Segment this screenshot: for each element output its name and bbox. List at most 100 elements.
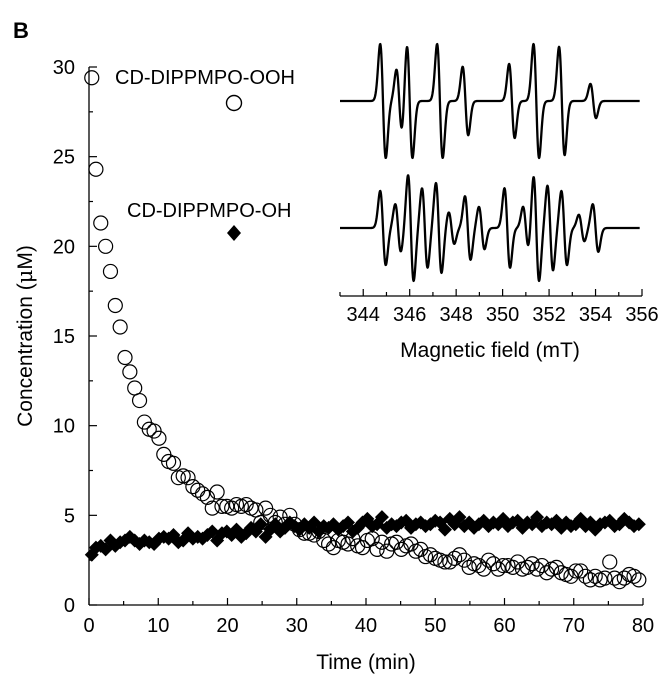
ooh-point (199, 489, 216, 505)
ooh-point (611, 574, 628, 590)
ooh-point (127, 380, 143, 396)
ooh-point (568, 563, 584, 579)
legend-ooh-label: CD-DIPPMPO-OOH (115, 67, 295, 89)
y-tick-label: 30 (53, 57, 75, 79)
inset-x-tick-label: 346 (393, 304, 426, 326)
ooh-point (214, 498, 230, 514)
ooh-point (587, 568, 603, 584)
ooh-point (204, 500, 220, 516)
ooh-point (577, 568, 594, 584)
ooh-point (442, 554, 458, 570)
ooh-point (519, 559, 535, 575)
ooh-point (102, 263, 119, 280)
ooh-point (607, 570, 623, 586)
ooh-point (364, 531, 380, 547)
inset-tick-labels: 344 346 348 350 352 354 356 (347, 304, 659, 326)
legend-oh-label: CD-DIPPMPO-OH (127, 200, 291, 222)
oh-point (244, 520, 259, 535)
y-axis-label: Concentration (μM) (13, 245, 37, 427)
y-tick-label: 20 (53, 236, 75, 258)
oh-point (631, 517, 646, 532)
ooh-point (631, 572, 647, 588)
main-tick-labels: 0 10 20 30 40 50 60 70 80 0 5 10 15 20 25 30 (53, 57, 654, 637)
ooh-point (112, 319, 128, 335)
inset-x-tick-label: 344 (347, 304, 380, 326)
spectrum-ooh (339, 42, 641, 160)
ooh-point (88, 161, 104, 177)
ooh-point (321, 536, 337, 552)
ooh-point (616, 570, 632, 586)
x-axis-label: Time (min) (316, 651, 416, 674)
y-tick-label: 15 (53, 326, 75, 348)
inset-x-tick-label: 356 (625, 304, 658, 326)
ooh-point (117, 349, 133, 366)
ooh-point (447, 550, 463, 566)
inset-x-tick-label: 354 (579, 304, 612, 326)
legend-ooh-marker (225, 94, 243, 112)
ooh-point (495, 557, 511, 574)
ooh-point (480, 552, 497, 568)
ooh-point (461, 559, 477, 575)
legend: CD-DIPPMPO-OOH CD-DIPPMPO-OH (115, 67, 295, 241)
y-tick-label: 10 (53, 416, 75, 438)
x-tick-label: 80 (632, 615, 654, 637)
ooh-point (84, 70, 100, 86)
oh-point (437, 522, 452, 537)
ooh-point (151, 430, 167, 446)
ooh-point (573, 563, 589, 579)
ooh-point (471, 557, 487, 574)
x-tick-label: 70 (563, 615, 585, 637)
main-ticks (88, 66, 644, 606)
y-tick-label: 25 (53, 147, 75, 169)
inset-x-tick-label: 352 (532, 304, 565, 326)
inset-x-tick-label: 348 (439, 304, 472, 326)
ooh-point (238, 496, 254, 513)
ooh-point (224, 500, 240, 516)
ooh-point (194, 486, 211, 502)
ooh-point (626, 568, 642, 584)
ooh-point (422, 547, 439, 563)
ooh-point (437, 554, 453, 570)
y-tick-label: 5 (64, 505, 75, 527)
ooh-point (548, 559, 565, 575)
x-tick-label: 10 (147, 615, 169, 637)
inset-x-tick-label: 350 (486, 304, 519, 326)
ooh-point (209, 484, 225, 500)
ooh-point (524, 556, 540, 572)
x-tick-label: 60 (493, 615, 515, 637)
panel-label: B (13, 18, 29, 43)
ooh-point (180, 470, 196, 486)
ooh-point (122, 364, 138, 380)
ooh-point (597, 570, 613, 586)
ooh-point (190, 482, 206, 498)
ooh-point (485, 556, 502, 572)
oh-point (374, 510, 389, 525)
ooh-point (490, 561, 506, 577)
oh-point (253, 517, 268, 532)
ooh-point (98, 238, 114, 254)
ooh-point (340, 536, 356, 552)
main-plot: 0 10 20 30 40 50 60 70 80 0 5 10 15 20 25 30 Time (min)… (13, 57, 654, 674)
x-tick-label: 50 (424, 615, 446, 637)
series-ooh-points (84, 70, 647, 590)
x-tick-label: 20 (216, 615, 238, 637)
ooh-point (602, 554, 618, 570)
ooh-point (185, 479, 201, 495)
x-tick-label: 40 (355, 615, 377, 637)
inset-x-axis-label: Magnetic field (mT) (400, 339, 580, 362)
ooh-point (451, 547, 468, 563)
y-tick-label: 0 (64, 595, 75, 617)
spectrum-oh (339, 174, 641, 283)
oh-point (500, 519, 515, 534)
series-oh-points (84, 510, 646, 562)
x-tick-label: 30 (286, 615, 308, 637)
esr-inset: 344 346 348 350 352 354 356 Magnetic field (mT… (339, 42, 659, 362)
ooh-point (107, 297, 123, 314)
x-tick-label: 0 (83, 615, 94, 637)
ooh-point (165, 455, 182, 471)
inset-ticks (339, 289, 643, 296)
legend-oh-marker (227, 225, 241, 241)
ooh-point (93, 215, 109, 231)
ooh-point (393, 541, 409, 558)
